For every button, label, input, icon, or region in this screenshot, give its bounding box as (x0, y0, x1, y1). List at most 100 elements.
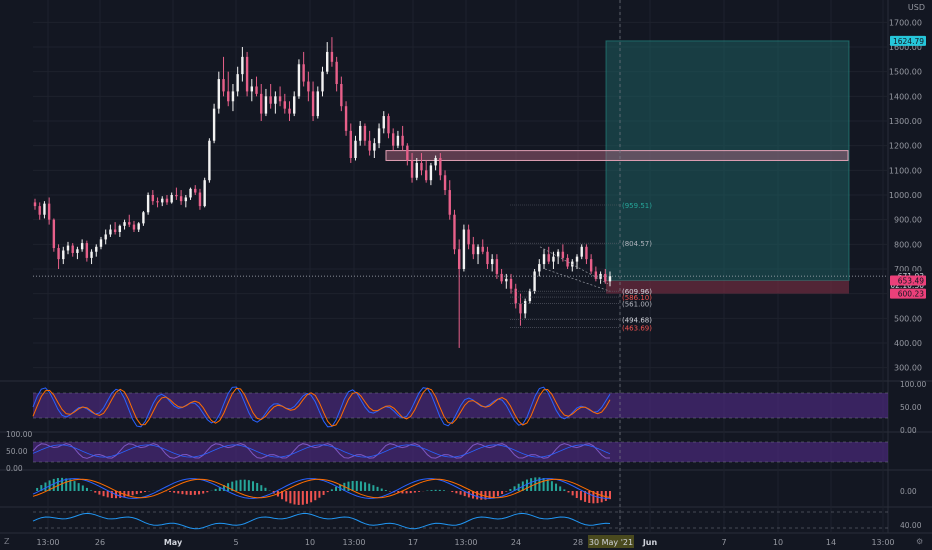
resistance-zone (385, 150, 849, 161)
macd-histogram-bar (285, 491, 288, 502)
macd-histogram-bar (56, 478, 59, 491)
macd-histogram-bar (65, 478, 68, 491)
macd-histogram-bar (98, 491, 101, 495)
rsi-tick: 50.00 (6, 447, 28, 456)
macd-tick: 0.00 (900, 487, 917, 496)
candle-body (424, 170, 428, 181)
time-label: 13:00 (454, 538, 477, 547)
candle-body (95, 246, 98, 252)
candle-body (85, 243, 89, 258)
candle-body (316, 91, 319, 117)
candle-body (123, 222, 126, 226)
macd-histogram-bar (139, 491, 142, 493)
price-tick: 300.00 (894, 364, 922, 373)
candle-body (302, 64, 305, 82)
macd-histogram-bar (198, 491, 201, 495)
macd-histogram-bar (247, 480, 250, 491)
candle-body (575, 256, 579, 262)
time-label: 13:00 (871, 538, 894, 547)
candle-body (547, 254, 550, 262)
candle-body (38, 206, 41, 215)
candle-body (443, 175, 447, 191)
candle-body (170, 195, 173, 203)
time-label: 7 (721, 538, 726, 547)
candle-body (448, 190, 451, 215)
macd-histogram-bar (550, 481, 553, 491)
candle-body (208, 140, 211, 181)
candle-body (236, 74, 239, 92)
candle-body (580, 246, 583, 257)
macd-histogram-bar (513, 486, 516, 491)
price-tick: 1700.00 (889, 18, 922, 27)
drawing-zones[interactable] (385, 40, 850, 294)
macd-histogram-bar (90, 490, 93, 491)
macd-histogram-bar (173, 491, 176, 493)
rsi-band (33, 442, 888, 462)
price-tick: 1000.00 (889, 191, 922, 200)
candle-body (128, 222, 131, 225)
candle-body (99, 239, 103, 247)
time-label: 10 (773, 538, 783, 547)
macd-histogram-bar (235, 480, 238, 491)
time-label: 30 May '21 (589, 538, 633, 547)
candle-body (608, 276, 612, 282)
candle-body (203, 180, 206, 207)
macd-histogram-bar (517, 483, 520, 491)
macd-histogram-bar (260, 485, 263, 491)
macd-signal-line (32, 478, 611, 499)
macd-histogram-bar (310, 491, 313, 503)
candle-body (391, 133, 395, 146)
macd-histogram-bar (579, 491, 582, 501)
timezone-button[interactable]: Z (4, 537, 10, 546)
macd-histogram-bar (305, 491, 308, 504)
candle-body (467, 229, 470, 245)
candle-body (453, 214, 456, 250)
rsi-tick: 100.00 (6, 430, 32, 439)
loss-zone (606, 280, 849, 294)
candle-body (415, 162, 418, 178)
price-badge-text: 1624.79 (893, 37, 924, 46)
wedge-upper (539, 246, 609, 285)
candle-body (359, 125, 362, 141)
candle-body (349, 130, 352, 158)
macd-histogram-bar (177, 491, 180, 494)
candle-body (33, 202, 37, 207)
macd-histogram-bar (584, 491, 587, 502)
rsi-tick: 0.00 (6, 464, 23, 473)
candle-body (76, 249, 79, 253)
countdown-text: 02:10:30 (890, 281, 924, 290)
candle-body (90, 251, 93, 258)
candle-body (52, 219, 56, 249)
candle-body (255, 86, 258, 94)
price-tick: 900.00 (894, 216, 922, 225)
candle-body (552, 256, 555, 262)
macd-histogram-bar (575, 491, 578, 499)
macd-histogram-bar (85, 487, 88, 491)
macd-histogram-bar (451, 491, 454, 493)
candle-body (189, 188, 192, 198)
macd-histogram-bar (509, 488, 512, 491)
macd-histogram-bar (252, 481, 255, 491)
macd-histogram-bar (239, 479, 242, 491)
price-axis[interactable]: USD 1700.00 1600.00 1500.00 1400.00 1300.00 12… (889, 3, 926, 373)
price-tick: 1300.00 (889, 117, 922, 126)
candle-body (330, 51, 334, 62)
osc-tick: 40.00 (900, 521, 922, 530)
macd-histogram-bar (401, 491, 404, 494)
time-label: 13:00 (342, 538, 365, 547)
candle-body (523, 301, 527, 314)
macd-histogram-bar (413, 491, 416, 493)
candle-body (354, 140, 357, 158)
candle-body (396, 135, 400, 146)
settings-gear-icon[interactable]: ⚙ (916, 537, 923, 546)
macd-histogram-bar (181, 491, 184, 495)
macd-histogram-bar (256, 482, 259, 491)
macd-histogram-bar (326, 491, 329, 493)
candle-body (519, 303, 522, 314)
annotation-label: (561.00) (622, 300, 652, 308)
macd-histogram-bar (559, 486, 562, 491)
time-axis[interactable]: 13:00 26 May 5 10 13:00 17 13:00 24 28 30 May '21 J… (36, 535, 895, 548)
candle-body (269, 96, 272, 104)
macd-histogram-bar (384, 490, 387, 491)
